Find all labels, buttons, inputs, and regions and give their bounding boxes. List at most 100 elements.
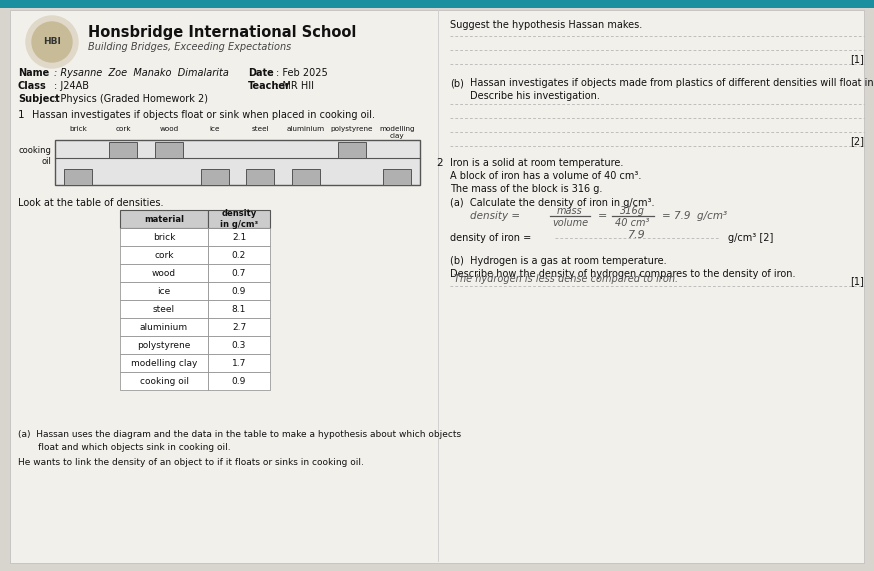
Circle shape bbox=[26, 16, 78, 68]
Bar bbox=[0, 0, 874, 8]
Text: volume: volume bbox=[552, 218, 588, 228]
Text: Date: Date bbox=[248, 68, 274, 78]
Bar bbox=[208, 246, 270, 264]
Text: 7.9: 7.9 bbox=[628, 230, 646, 240]
Text: (a)  Hassan uses the diagram and the data in the table to make a hypothesis abou: (a) Hassan uses the diagram and the data… bbox=[18, 430, 461, 439]
Text: Name: Name bbox=[18, 68, 49, 78]
Text: brick: brick bbox=[69, 126, 87, 132]
Text: cooking oil: cooking oil bbox=[140, 376, 189, 385]
Text: Hassan investigates if objects made from plastics of different densities will fl: Hassan investigates if objects made from… bbox=[470, 78, 874, 88]
Bar bbox=[208, 300, 270, 318]
Text: Building Bridges, Exceeding Expectations: Building Bridges, Exceeding Expectations bbox=[88, 42, 291, 52]
Bar bbox=[208, 264, 270, 282]
Text: : Rysanne  Zoe  Manako  Dimalarita: : Rysanne Zoe Manako Dimalarita bbox=[54, 68, 229, 78]
Text: cooking
oil: cooking oil bbox=[18, 146, 51, 166]
Text: 2: 2 bbox=[436, 158, 442, 168]
Text: Hassan investigates if objects float or sink when placed in cooking oil.: Hassan investigates if objects float or … bbox=[32, 110, 375, 120]
Bar bbox=[155, 142, 183, 158]
Text: [1]: [1] bbox=[850, 54, 864, 64]
Text: (a)  Calculate the density of iron in g/cm³.: (a) Calculate the density of iron in g/c… bbox=[450, 198, 655, 208]
Text: 0.7: 0.7 bbox=[232, 268, 246, 278]
Bar bbox=[120, 318, 208, 336]
Text: float and which objects sink in cooking oil.: float and which objects sink in cooking … bbox=[18, 443, 231, 452]
Text: Look at the table of densities.: Look at the table of densities. bbox=[18, 198, 163, 208]
Text: = 7.9  g/cm³: = 7.9 g/cm³ bbox=[662, 211, 727, 221]
Text: mass: mass bbox=[557, 206, 583, 216]
Text: wood: wood bbox=[159, 126, 178, 132]
Bar bbox=[208, 282, 270, 300]
Bar bbox=[208, 318, 270, 336]
Text: aluminium: aluminium bbox=[140, 323, 188, 332]
Text: 0.2: 0.2 bbox=[232, 251, 246, 259]
Bar bbox=[208, 354, 270, 372]
Bar bbox=[120, 228, 208, 246]
Text: aluminium: aluminium bbox=[287, 126, 325, 132]
Bar bbox=[337, 142, 365, 158]
Text: A block of iron has a volume of 40 cm³.: A block of iron has a volume of 40 cm³. bbox=[450, 171, 642, 181]
Text: density of iron =: density of iron = bbox=[450, 233, 531, 243]
Text: The mass of the block is 316 g.: The mass of the block is 316 g. bbox=[450, 184, 602, 194]
Text: 0.3: 0.3 bbox=[232, 340, 246, 349]
Text: (b)  Hydrogen is a gas at room temperature.: (b) Hydrogen is a gas at room temperatur… bbox=[450, 256, 667, 266]
Text: Honsbridge International School: Honsbridge International School bbox=[88, 25, 357, 39]
Text: Describe how the density of hydrogen compares to the density of iron.: Describe how the density of hydrogen com… bbox=[450, 269, 795, 279]
Bar bbox=[201, 169, 229, 185]
Bar bbox=[109, 142, 137, 158]
Text: : MR HII: : MR HII bbox=[276, 81, 314, 91]
Text: 0.9: 0.9 bbox=[232, 376, 246, 385]
Text: 1: 1 bbox=[18, 110, 24, 120]
Text: Subject: Subject bbox=[18, 94, 59, 104]
Bar bbox=[383, 169, 411, 185]
Text: : J24AB: : J24AB bbox=[54, 81, 89, 91]
Text: 0.9: 0.9 bbox=[232, 287, 246, 296]
Text: modelling clay: modelling clay bbox=[131, 359, 198, 368]
Bar bbox=[64, 169, 92, 185]
Text: The hydrogen is less dense compared to iron.: The hydrogen is less dense compared to i… bbox=[454, 274, 678, 284]
Bar bbox=[208, 372, 270, 390]
Text: [1]: [1] bbox=[850, 276, 864, 286]
Text: Class: Class bbox=[18, 81, 46, 91]
Text: brick: brick bbox=[153, 232, 175, 242]
Text: steel: steel bbox=[252, 126, 269, 132]
Bar bbox=[120, 372, 208, 390]
Text: ice: ice bbox=[157, 287, 170, 296]
Text: : Feb 2025: : Feb 2025 bbox=[276, 68, 328, 78]
Text: 40 cm³: 40 cm³ bbox=[614, 218, 649, 228]
Text: steel: steel bbox=[153, 304, 175, 313]
Text: g/cm³ [2]: g/cm³ [2] bbox=[728, 233, 773, 243]
Text: Iron is a solid at room temperature.: Iron is a solid at room temperature. bbox=[450, 158, 623, 168]
Text: cork: cork bbox=[154, 251, 174, 259]
Bar bbox=[120, 264, 208, 282]
Text: 2.1: 2.1 bbox=[232, 232, 246, 242]
Text: Teacher: Teacher bbox=[248, 81, 291, 91]
Text: He wants to link the density of an object to if it floats or sinks in cooking oi: He wants to link the density of an objec… bbox=[18, 458, 364, 467]
Bar bbox=[120, 246, 208, 264]
Text: =: = bbox=[598, 211, 607, 221]
Bar bbox=[292, 169, 320, 185]
Text: 316g: 316g bbox=[620, 206, 644, 216]
Text: density =: density = bbox=[470, 211, 520, 221]
Bar bbox=[120, 210, 208, 228]
Text: Describe his investigation.: Describe his investigation. bbox=[470, 91, 600, 101]
Bar bbox=[208, 210, 270, 228]
Bar bbox=[55, 140, 420, 185]
Text: Suggest the hypothesis Hassan makes.: Suggest the hypothesis Hassan makes. bbox=[450, 20, 642, 30]
Text: density
in g/cm³: density in g/cm³ bbox=[220, 210, 258, 229]
Text: [2]: [2] bbox=[850, 136, 864, 146]
Bar bbox=[120, 354, 208, 372]
Text: wood: wood bbox=[152, 268, 176, 278]
Bar bbox=[246, 169, 274, 185]
Text: HBI: HBI bbox=[43, 38, 61, 46]
Bar bbox=[208, 336, 270, 354]
Circle shape bbox=[32, 22, 72, 62]
Text: material: material bbox=[144, 215, 184, 223]
Text: : Physics (Graded Homework 2): : Physics (Graded Homework 2) bbox=[54, 94, 208, 104]
Text: cork: cork bbox=[115, 126, 131, 132]
Bar bbox=[120, 300, 208, 318]
Text: (b): (b) bbox=[450, 78, 464, 88]
Text: modelling
clay: modelling clay bbox=[379, 126, 415, 139]
Text: ice: ice bbox=[210, 126, 220, 132]
Text: polystyrene: polystyrene bbox=[137, 340, 191, 349]
Bar bbox=[208, 228, 270, 246]
Text: polystyrene: polystyrene bbox=[330, 126, 373, 132]
